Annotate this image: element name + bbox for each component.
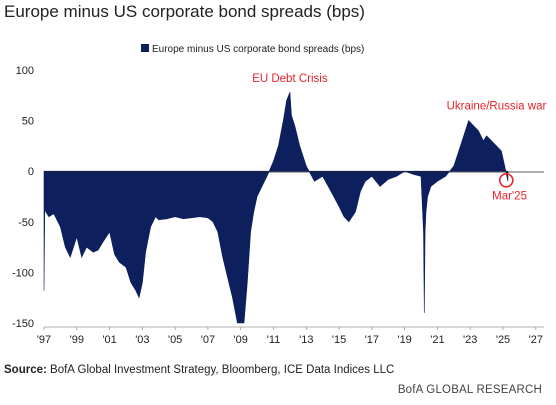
- source-note: Source: BofA Global Investment Strategy,…: [4, 364, 394, 376]
- bond-spread-chart: Europe minus US corporate bond spreads (…: [12, 44, 546, 346]
- y-tick-label: 100: [16, 65, 34, 77]
- x-tick-label: '09: [234, 334, 248, 346]
- x-tick-label: '05: [168, 334, 182, 346]
- annotation-label: EU Debt Crisis: [252, 73, 328, 85]
- y-tick-label: 0: [28, 166, 34, 178]
- x-tick-label: '19: [397, 334, 411, 346]
- annotation-circle: [498, 173, 514, 188]
- x-tick-label: '97: [37, 334, 51, 346]
- x-tick-label: '01: [102, 334, 116, 346]
- x-tick-label: '03: [135, 334, 149, 346]
- chart-title: Europe minus US corporate bond spreads (…: [4, 2, 365, 21]
- x-tick-label: '15: [332, 334, 346, 346]
- x-tick-label: '27: [529, 334, 543, 346]
- x-tick-label: '11: [267, 334, 281, 346]
- x-tick-label: '25: [496, 334, 510, 346]
- y-tick-label: -50: [18, 217, 34, 229]
- source-text: BofA Global Investment Strategy, Bloombe…: [50, 364, 395, 376]
- x-tick-label: '17: [365, 334, 379, 346]
- x-tick-label: '21: [430, 334, 444, 346]
- brand-footer: BofA GLOBAL RESEARCH: [397, 384, 542, 396]
- annotation-label: Mar'25: [492, 191, 527, 203]
- x-tick-label: '07: [201, 334, 215, 346]
- series-area: [43, 92, 509, 324]
- annotation-label: Ukraine/Russia war: [447, 100, 547, 112]
- series-area-layer: [43, 92, 509, 324]
- legend: Europe minus US corporate bond spreads (…: [141, 44, 364, 55]
- y-axis: 100 50 0 -50 -100 -150: [12, 65, 34, 330]
- x-tick-label: '13: [299, 334, 313, 346]
- y-tick-label: -100: [12, 267, 34, 279]
- legend-swatch: [141, 44, 149, 52]
- x-axis: '97 '99 '01 '03 '05 '07 '09 '11 '13 '15 '17 '19 '21 '…: [37, 327, 543, 346]
- y-tick-label: -150: [12, 318, 34, 330]
- x-tick-label: '23: [463, 334, 477, 346]
- x-tick-label: '99: [70, 334, 84, 346]
- annotations: EU Debt Crisis Ukraine/Russia war Mar'25: [252, 73, 546, 202]
- source-label: Source:: [4, 364, 47, 376]
- y-tick-label: 50: [22, 116, 34, 128]
- legend-label: Europe minus US corporate bond spreads (…: [152, 44, 364, 55]
